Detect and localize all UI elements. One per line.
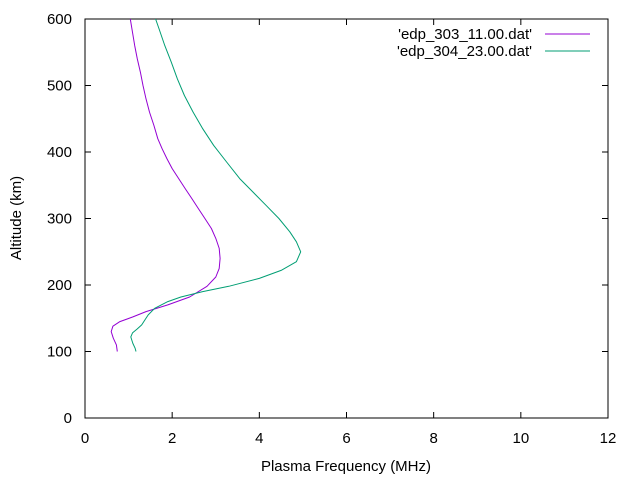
x-tick-label: 12 (600, 430, 617, 447)
x-tick-label: 4 (255, 430, 263, 447)
x-tick-label: 6 (342, 430, 350, 447)
y-tick-label: 0 (64, 410, 72, 427)
y-tick-label: 200 (47, 277, 72, 294)
legend: 'edp_303_11.00.dat''edp_304_23.00.dat' (397, 26, 590, 60)
series-line-2 (130, 18, 302, 352)
plot-frame (84, 18, 609, 419)
series-line-1 (110, 18, 221, 352)
ticks-layer: 0 2 4 6 8 10 12 0 100 200 300 400 500 600 (47, 11, 616, 447)
x-tick-label: 2 (168, 430, 176, 447)
legend-label-2: 'edp_304_23.00.dat' (397, 43, 532, 60)
y-tick-label: 600 (47, 11, 72, 28)
y-tick-label: 500 (47, 78, 72, 95)
x-tick-label: 10 (512, 430, 529, 447)
x-tick-label: 8 (429, 430, 437, 447)
series-layer (110, 18, 302, 352)
y-tick-label: 100 (47, 344, 72, 361)
y-axis-title: Altitude (km) (8, 176, 25, 260)
x-axis-title: Plasma Frequency (MHz) (261, 458, 431, 475)
y-tick-label: 400 (47, 144, 72, 161)
legend-label-1: 'edp_303_11.00.dat' (398, 26, 532, 43)
y-tick-label: 300 (47, 211, 72, 228)
x-tick-label: 0 (81, 430, 89, 447)
